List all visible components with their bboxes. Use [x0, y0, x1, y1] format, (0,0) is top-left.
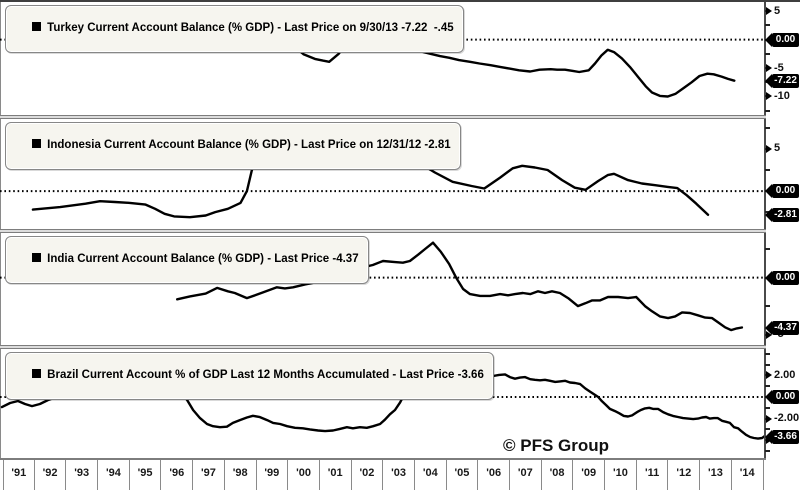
- x-axis-year-label: '02: [352, 460, 384, 490]
- plot-india: [0, 241, 765, 332]
- series-swatch-icon: [32, 139, 42, 148]
- y-axis-tick-arrow-icon: [766, 144, 772, 153]
- x-axis-year-label: '91: [3, 460, 35, 490]
- legend-label: Brazil Current Account % of GDP Last 12 …: [47, 369, 484, 381]
- x-axis-year-label: '93: [66, 460, 99, 490]
- x-axis-year-label: '97: [193, 460, 225, 490]
- x-axis-year-label: '92: [35, 460, 67, 490]
- y-axis-minor-tick: [765, 52, 770, 55]
- x-axis-year-label: '13: [700, 460, 732, 490]
- y-axis-tick-label: -10: [774, 89, 790, 102]
- legend-label: India Current Account Balance (% GDP) - …: [47, 253, 359, 265]
- y-axis-tick-label: -5: [774, 61, 784, 74]
- y-axis-tick-arrow-icon: [766, 330, 772, 339]
- x-axis: '91'92'93'94'95'96'97'98'99'00'01'02'03 '…: [0, 458, 766, 490]
- series-swatch-icon: [32, 369, 42, 378]
- axis-badge-arrow-icon: [765, 207, 772, 222]
- y-axis-minor-tick: [765, 352, 770, 355]
- pfs-group-watermark: © PFS Group: [503, 436, 610, 455]
- series-swatch-icon: [32, 253, 42, 262]
- y-axis-minor-tick: [765, 24, 770, 27]
- axis-badge-arrow-icon: [765, 390, 772, 405]
- axis-price-badge: -3.66: [772, 429, 799, 444]
- legend-brazil: Brazil Current Account % of GDP Last 12 …: [5, 352, 494, 400]
- legend-label: Indonesia Current Account Balance (% GDP…: [47, 139, 451, 151]
- axis-badge-arrow-icon: [765, 73, 772, 88]
- x-axis-year-label: '06: [478, 460, 510, 490]
- panel-separator: [0, 229, 766, 233]
- y-axis-minor-tick: [765, 126, 770, 129]
- chart-top-border: [0, 0, 800, 2]
- x-axis-year-label: '07: [510, 460, 542, 490]
- panel-brazil: Brazil Current Account % of GDP Last 12 …: [0, 349, 800, 458]
- y-axis-tick-label: 2.00: [774, 368, 796, 381]
- y-axis-tick-label: 5: [774, 142, 781, 155]
- legend-turkey: Turkey Current Account Balance (% GDP) -…: [5, 5, 464, 53]
- panel-separator: [0, 115, 766, 119]
- right-axis-line: [764, 2, 766, 115]
- x-axis-labels: '91'92'93'94'95'96'97'98'99'00'01'02'03 '…: [3, 460, 764, 490]
- x-axis-year-label: '94: [98, 460, 130, 490]
- axis-price-badge: 0.00: [772, 270, 799, 285]
- axis-badge-arrow-icon: [765, 270, 772, 285]
- axis-price-badge: -4.37: [772, 320, 799, 335]
- y-axis-minor-tick: [765, 449, 770, 452]
- axis-price-badge: -7.22: [772, 73, 799, 88]
- x-axis-year-label: '99: [257, 460, 289, 490]
- panel-indonesia: Indonesia Current Account Balance (% GDP…: [0, 119, 800, 229]
- panel-separator: [0, 345, 766, 349]
- y-axis-tick-arrow-icon: [766, 92, 772, 101]
- x-axis-year-label: '09: [573, 460, 606, 490]
- y-axis-minor-tick: [765, 248, 770, 250]
- y-axis-minor-tick: [765, 406, 770, 409]
- x-axis-year-label: '00: [288, 460, 320, 490]
- y-axis-tick-arrow-icon: [766, 414, 772, 423]
- y-axis-tick-arrow-icon: [766, 371, 772, 380]
- x-axis-line: [0, 458, 766, 460]
- y-axis-minor-tick: [765, 428, 770, 431]
- x-axis-year-label: '11: [637, 460, 669, 490]
- panel-turkey: Turkey Current Account Balance (% GDP) -…: [0, 2, 800, 115]
- axis-price-badge: 0.00: [772, 184, 799, 199]
- x-axis-year-label: '96: [161, 460, 194, 490]
- x-axis-year-label: '12: [668, 460, 701, 490]
- legend-india: India Current Account Balance (% GDP) - …: [5, 236, 369, 284]
- y-axis-minor-tick: [765, 305, 770, 308]
- x-axis-year-label: '04: [415, 460, 447, 490]
- y-axis-tick-label: -2.00: [774, 412, 800, 425]
- axis-badge-arrow-icon: [765, 320, 772, 335]
- axis-price-badge: 0.00: [772, 32, 799, 47]
- y-axis-tick-arrow-icon: [766, 64, 772, 73]
- x-axis-year-label: '10: [605, 460, 637, 490]
- y-axis-minor-tick: [765, 363, 770, 366]
- y-axis-minor-tick: [765, 109, 770, 112]
- x-axis-year-label: '05: [447, 460, 479, 490]
- axis-badge-arrow-icon: [765, 429, 772, 444]
- series-line-india: [176, 241, 744, 332]
- axis-badge-arrow-icon: [765, 184, 772, 199]
- y-axis-tick-label: 5: [774, 4, 781, 17]
- legend-label: Turkey Current Account Balance (% GDP) -…: [47, 22, 454, 34]
- x-axis-year-label: '01: [320, 460, 352, 490]
- y-axis-tick-arrow-icon: [766, 7, 772, 16]
- x-axis-year-label: '14: [732, 460, 764, 490]
- y-axis-minor-tick: [765, 168, 770, 171]
- axis-badge-arrow-icon: [765, 32, 772, 47]
- legend-indonesia: Indonesia Current Account Balance (% GDP…: [5, 122, 461, 170]
- axis-price-badge: 0.00: [772, 390, 799, 405]
- right-axis-line: [764, 119, 766, 229]
- x-axis-year-label: '98: [225, 460, 257, 490]
- axis-price-badge: -2.81: [772, 207, 799, 222]
- x-axis-year-label: '95: [130, 460, 162, 490]
- series-swatch-icon: [32, 22, 42, 31]
- y-axis-minor-tick: [765, 385, 770, 388]
- x-axis-year-label: '08: [542, 460, 574, 490]
- right-axis-line: [764, 233, 766, 345]
- x-axis-year-label: '03: [383, 460, 415, 490]
- panel-india: India Current Account Balance (% GDP) - …: [0, 233, 800, 345]
